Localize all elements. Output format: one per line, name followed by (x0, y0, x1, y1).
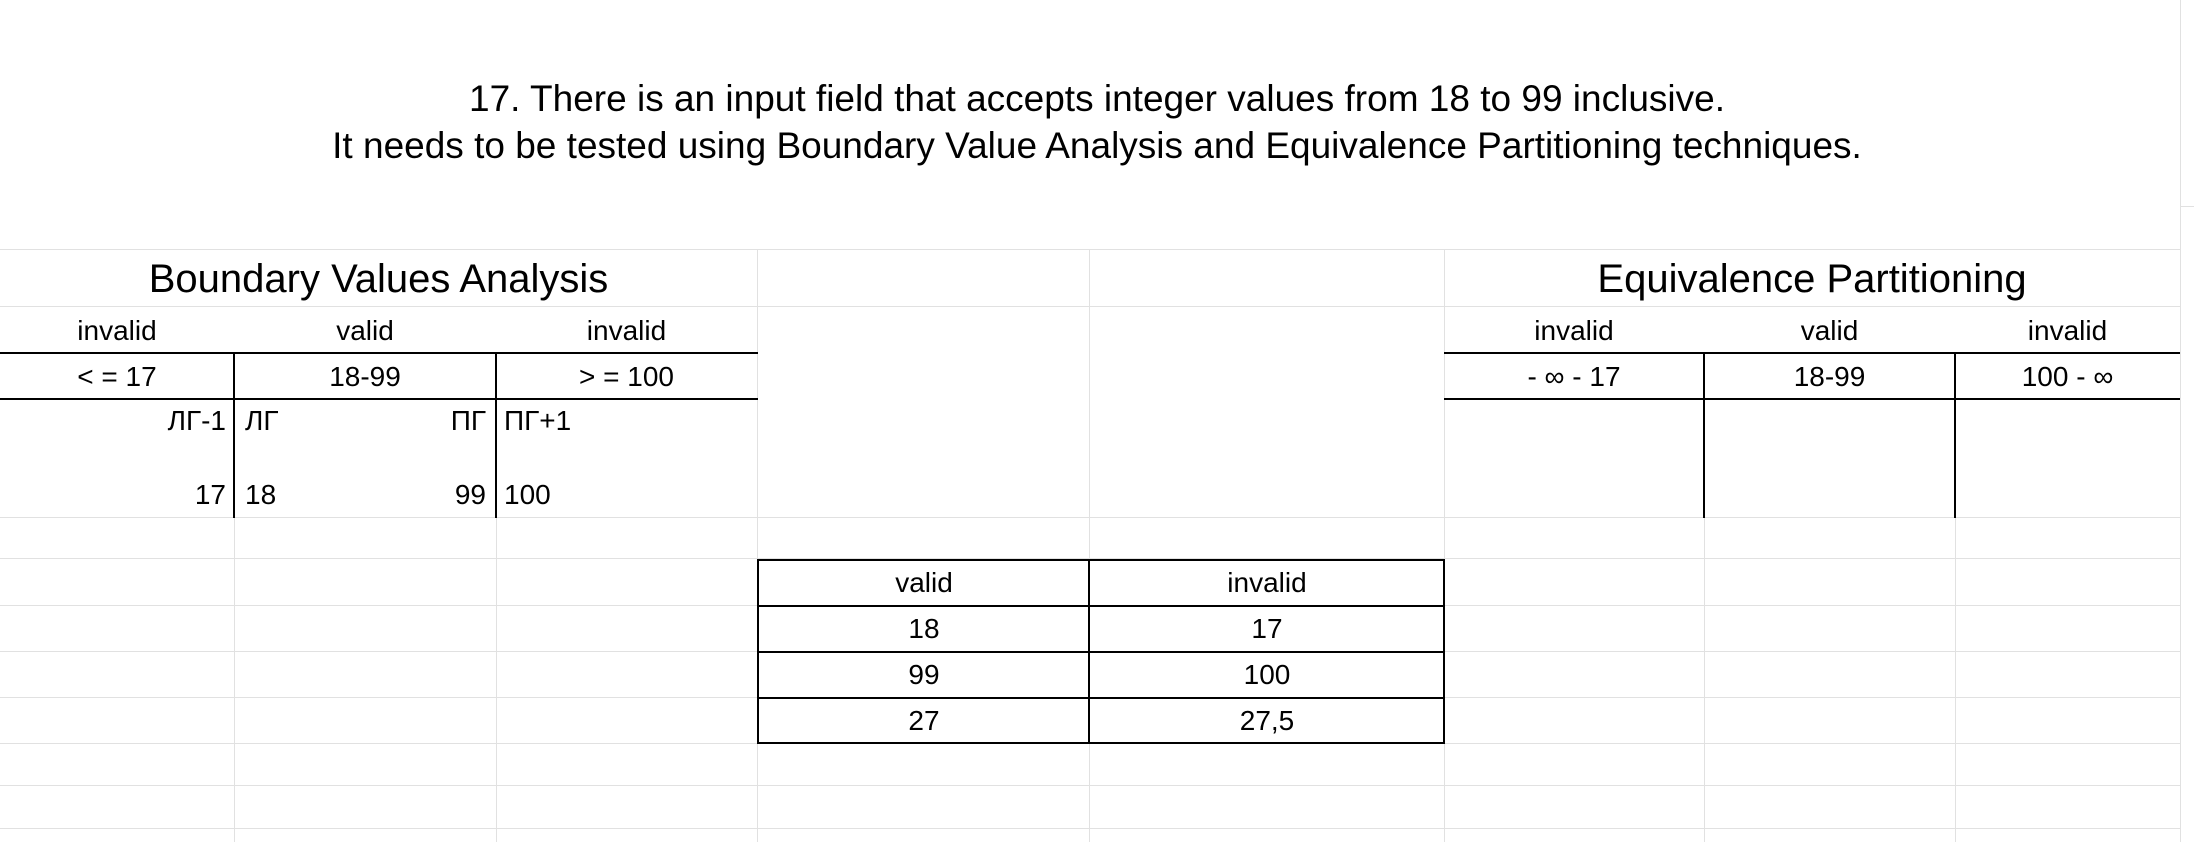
table-border (757, 651, 1445, 653)
gridline (234, 400, 235, 842)
table-border (1443, 559, 1445, 744)
gridline (1955, 517, 1956, 842)
gridline (0, 517, 2180, 518)
gridline (1444, 249, 1445, 842)
table-cell: 100 (1243, 659, 1291, 690)
ep-range-high: 100 - ∞ (2021, 361, 2114, 392)
bva-header: Boundary Values Analysis (148, 257, 609, 301)
bva-range-valid: 18-99 (329, 361, 401, 392)
table-cell: 27,5 (1239, 705, 1295, 736)
table-border (1088, 559, 1090, 744)
ep-row-border (1444, 352, 2180, 354)
bva-range-low: < = 17 (77, 361, 157, 392)
table-header-valid: valid (895, 567, 953, 598)
ep-row-border (1444, 398, 2180, 400)
table-border (757, 742, 1445, 744)
bva-value-lg-minus-1: 17 (194, 479, 226, 510)
bva-label-lg-minus-1: ЛГ-1 (167, 405, 226, 436)
table-border (757, 559, 1445, 561)
ep-column-border (1954, 352, 1956, 518)
gridline (2180, 206, 2194, 207)
table-border (757, 697, 1445, 699)
table-header-invalid: invalid (1227, 567, 1307, 598)
bva-class-valid: valid (336, 315, 394, 346)
gridline (0, 558, 2180, 559)
bva-value-lg: 18 (245, 479, 277, 510)
ep-class-invalid-low: invalid (1534, 315, 1614, 346)
bva-row-border (0, 398, 758, 400)
gridline (496, 400, 497, 842)
bva-class-invalid-low: invalid (77, 315, 157, 346)
table-border (757, 605, 1445, 607)
bva-value-pg-plus-1: 100 (504, 479, 551, 510)
bva-label-pg-plus-1: ПГ+1 (504, 405, 572, 436)
ep-range-valid: 18-99 (1793, 361, 1866, 392)
gridline (1704, 517, 1705, 842)
ep-class-valid: valid (1800, 315, 1859, 346)
gridline (757, 249, 758, 842)
gridline (0, 785, 2180, 786)
gridline (0, 828, 2180, 829)
table-cell: 99 (908, 659, 940, 690)
bva-class-invalid-high: invalid (586, 315, 667, 346)
table-cell: 18 (908, 613, 940, 644)
gridline (0, 306, 2180, 307)
bva-column-border (495, 352, 497, 518)
bva-label-lg: ЛГ (245, 405, 279, 436)
task-title-line-2: It needs to be tested using Boundary Val… (332, 125, 1862, 166)
bva-column-border (233, 352, 235, 518)
bva-label-pg: ПГ (450, 405, 486, 436)
gridline (2180, 0, 2181, 842)
table-cell: 17 (1251, 613, 1283, 644)
table-cell: 27 (908, 705, 940, 736)
ep-range-low: - ∞ - 17 (1527, 361, 1621, 392)
ep-header: Equivalence Partitioning (1597, 257, 2027, 301)
task-title-line-1: 17. There is an input field that accepts… (469, 78, 1725, 119)
bva-range-high: > = 100 (579, 361, 674, 392)
bva-row-border (0, 352, 758, 354)
ep-class-invalid-high: invalid (2027, 315, 2108, 346)
gridline (1089, 249, 1090, 842)
ep-column-border (1703, 352, 1705, 518)
gridline (0, 249, 2180, 250)
table-border (757, 559, 759, 744)
bva-value-pg: 99 (454, 479, 486, 510)
